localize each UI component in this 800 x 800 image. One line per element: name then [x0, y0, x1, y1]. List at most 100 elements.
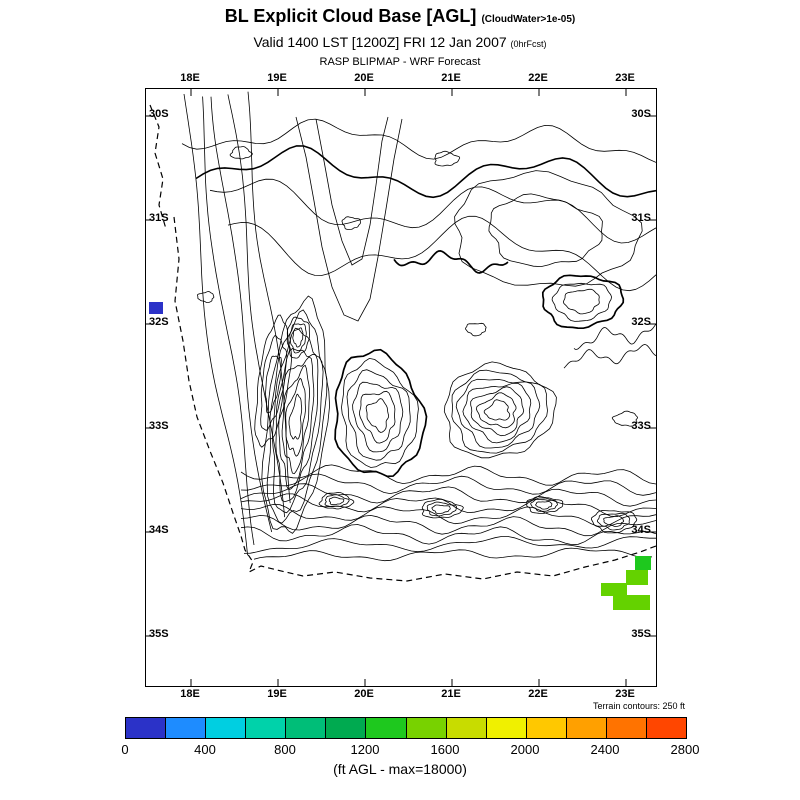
contour-line: [470, 386, 525, 437]
contour-line: [288, 393, 303, 440]
contour-line: [240, 503, 656, 527]
colorbar-cell-0: [126, 718, 167, 738]
contour-line: [318, 491, 355, 510]
colorbar-label-1600: 1600: [430, 742, 460, 757]
contour-line: [292, 327, 304, 348]
contour-line: [541, 274, 625, 330]
colorbar-cell-5: [326, 718, 367, 738]
contour-line: [334, 348, 428, 478]
contour-line: [240, 473, 656, 496]
colorbar-units-line: (ft AGL - max=18000): [333, 761, 467, 777]
colorbar-cell-10: [526, 718, 567, 738]
lon-label-top-23E: 23E: [615, 72, 635, 84]
cloudbase-cell-west-coast: [149, 302, 163, 314]
contour-map-canvas: [146, 89, 656, 686]
contour-line: [295, 116, 403, 322]
colorbar-cell-4: [286, 718, 327, 738]
colorbar-label-2400: 2400: [590, 742, 620, 757]
contour-line: [261, 295, 331, 534]
contour-line: [260, 334, 288, 431]
valid-time: Valid 1400 LST [1200Z] FRI 12 Jan 2007: [253, 34, 507, 50]
contour-line: [573, 323, 656, 350]
contour-line: [209, 178, 656, 244]
contour-line: [352, 381, 404, 453]
contour-line: [278, 356, 315, 491]
cloudbase-cells-southeast-green: [613, 595, 650, 610]
lon-label-top-18E: 18E: [180, 72, 200, 84]
contour-line: [465, 322, 487, 337]
lat-label-right-32S: 32S: [631, 316, 651, 328]
contour-line: [240, 464, 656, 486]
forecast-hour-note: (0hrFcst): [510, 39, 547, 49]
lat-label-right-35S: 35S: [631, 628, 651, 640]
contour-line: [562, 288, 600, 315]
chart-title: BL Explicit Cloud Base [AGL]: [224, 6, 477, 26]
contour-line: [240, 493, 656, 518]
cloudbase-cells-southeast-green: [626, 570, 648, 585]
contour-line: [227, 215, 656, 292]
contour-line: [289, 323, 307, 354]
contour-line: [240, 483, 656, 507]
lat-label-left-31S: 31S: [149, 212, 169, 224]
contour-line: [210, 96, 273, 533]
contour-line: [328, 496, 345, 506]
contour-line: [434, 150, 461, 167]
contour-line: [475, 392, 517, 429]
contour-line: [431, 504, 451, 514]
colorbar-cell-2: [206, 718, 247, 738]
chart-title-note: (CloudWater>1e-05): [481, 14, 576, 25]
colorbar-label-2000: 2000: [510, 742, 540, 757]
contour-line: [253, 547, 653, 562]
chart-title-line: BL Explicit Cloud Base [AGL] (CloudWater…: [0, 6, 800, 27]
contour-line: [596, 512, 631, 531]
colorbar-cell-12: [606, 718, 648, 738]
lat-label-left-34S: 34S: [149, 524, 169, 536]
lat-label-right-34S: 34S: [631, 524, 651, 536]
contour-line: [563, 344, 656, 369]
lat-label-right-31S: 31S: [631, 212, 651, 224]
contour-line: [285, 377, 306, 457]
contour-line: [149, 104, 167, 230]
contour-line: [183, 93, 248, 556]
contour-line: [281, 364, 310, 475]
contour-line: [526, 496, 564, 514]
contour-line: [315, 116, 389, 266]
lon-label-bottom-22E: 22E: [528, 688, 548, 700]
contour-line: [455, 378, 541, 449]
contour-line: [341, 216, 361, 230]
contour-line: [426, 501, 457, 517]
colorbar-label-400: 400: [194, 742, 216, 757]
contour-line: [243, 536, 656, 554]
colorbar-cell-8: [446, 718, 487, 738]
contour-line: [421, 498, 464, 519]
lon-label-top-21E: 21E: [441, 72, 461, 84]
colorbar-cell-13: [647, 718, 687, 738]
contour-line: [240, 524, 656, 546]
lat-label-left-30S: 30S: [149, 108, 169, 120]
colorbar-cell-9: [486, 718, 527, 738]
contour-line: [181, 118, 656, 163]
colorbar-label-0: 0: [121, 742, 129, 757]
valid-time-line: Valid 1400 LST [1200Z] FRI 12 Jan 2007 (…: [0, 34, 800, 50]
contour-line: [324, 494, 350, 507]
contour-line: [227, 94, 285, 518]
contour-line: [202, 96, 255, 546]
contour-line: [590, 510, 638, 534]
cloudbase-cell-southeast-dark-green: [635, 556, 651, 570]
lon-label-bottom-18E: 18E: [180, 688, 200, 700]
contour-line: [266, 309, 328, 524]
contour-line: [286, 316, 311, 359]
contour-line: [265, 355, 282, 414]
cloudbase-cells-southeast-green: [601, 583, 627, 596]
contour-line: [488, 193, 603, 268]
colorbar-label-2800: 2800: [670, 742, 700, 757]
contour-line: [483, 399, 511, 421]
contour-line: [530, 499, 558, 512]
colorbar-label-800: 800: [274, 742, 296, 757]
model-source-line: RASP BLIPMAP - WRF Forecast: [319, 56, 481, 68]
contour-line: [229, 146, 253, 160]
lon-label-top-22E: 22E: [528, 72, 548, 84]
contour-line: [275, 348, 319, 503]
lon-label-bottom-23E: 23E: [615, 688, 635, 700]
colorbar-label-1200: 1200: [350, 742, 380, 757]
